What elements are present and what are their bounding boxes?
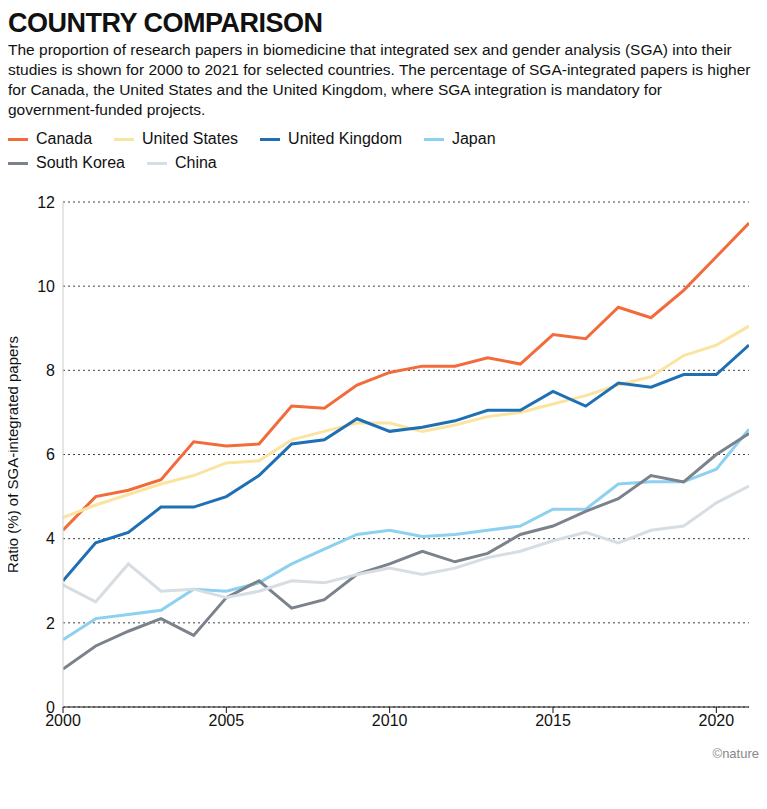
- html-text:China: China: [175, 154, 217, 171]
- html-text:COUNTRY COMPARISON: COUNTRY COMPARISON: [8, 8, 323, 38]
- svg-text:2005: 2005: [209, 712, 245, 729]
- svg-text:2015: 2015: [535, 712, 571, 729]
- html-text:©nature: ©nature: [712, 746, 759, 761]
- svg-text:6: 6: [46, 446, 55, 463]
- html-text:United Kingdom: United Kingdom: [288, 130, 402, 147]
- svg-text:10: 10: [37, 278, 55, 295]
- html-text:Canada: Canada: [36, 130, 92, 147]
- svg-text:4: 4: [46, 530, 55, 547]
- svg-text:2: 2: [46, 615, 55, 632]
- svg-text:2020: 2020: [699, 712, 735, 729]
- svg-text:Ratio (%) of SGA-integrated pa: Ratio (%) of SGA-integrated papers: [8, 336, 21, 573]
- svg-text:8: 8: [46, 362, 55, 379]
- svg-text:12: 12: [37, 194, 55, 211]
- svg-text:2000: 2000: [45, 712, 81, 730]
- svg-text:2010: 2010: [372, 712, 408, 729]
- svg-text:0: 0: [46, 699, 55, 716]
- html-text:South Korea: South Korea: [36, 154, 125, 171]
- html-text:United States: United States: [142, 130, 239, 147]
- html-text:The proportion of research pap: The proportion of research papers in bio…: [8, 41, 751, 118]
- html-text:Japan: Japan: [452, 130, 496, 147]
